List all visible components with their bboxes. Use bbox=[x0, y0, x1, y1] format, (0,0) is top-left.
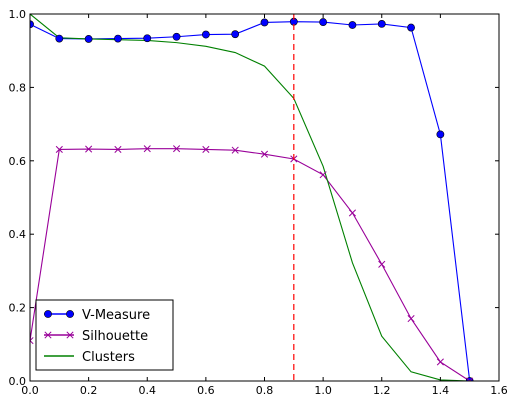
legend-entry: Silhouette bbox=[44, 329, 148, 344]
x-tick-label: 1.0 bbox=[314, 384, 332, 394]
legend-marker bbox=[44, 331, 52, 339]
data-point bbox=[260, 18, 269, 27]
series-line-clusters bbox=[30, 14, 470, 381]
data-point bbox=[55, 34, 64, 43]
x-tick-label: 0.6 bbox=[197, 384, 215, 394]
x-tick-label: 1.6 bbox=[490, 384, 508, 394]
legend-entry: Clusters bbox=[44, 350, 135, 365]
data-point bbox=[173, 145, 181, 153]
data-point bbox=[202, 145, 210, 153]
data-point bbox=[319, 171, 327, 179]
x-tick-label: 1.4 bbox=[432, 384, 450, 394]
x-tick-label: 0.0 bbox=[21, 384, 39, 394]
data-point bbox=[55, 145, 63, 153]
legend-label: V-Measure bbox=[82, 308, 150, 323]
y-tick-label: 0.2 bbox=[9, 302, 27, 315]
data-point bbox=[231, 146, 239, 154]
data-point bbox=[260, 150, 269, 158]
legend: V-Measure Silhouette Clusters bbox=[35, 299, 174, 371]
data-point bbox=[348, 21, 357, 29]
axis-ticks: 0.0 0.2 0.4 0.6 0.8 1.0 1.2 1.4 1.6 0.0 0.2 0.4 0.6 0… bbox=[9, 8, 508, 394]
data-point bbox=[377, 20, 386, 28]
data-point bbox=[30, 337, 34, 345]
data-point bbox=[407, 315, 415, 323]
data-point bbox=[172, 32, 181, 41]
y-tick-label: 1.0 bbox=[9, 8, 27, 21]
data-point bbox=[30, 20, 34, 29]
x-tick-label: 0.4 bbox=[139, 384, 157, 394]
x-tick-label: 0.8 bbox=[256, 384, 274, 394]
data-point bbox=[436, 358, 444, 366]
y-tick-label: 0.6 bbox=[9, 155, 27, 168]
data-point bbox=[201, 30, 210, 39]
legend-marker bbox=[66, 331, 74, 339]
data-point bbox=[84, 35, 93, 43]
x-tick-label: 0.2 bbox=[80, 384, 98, 394]
data-point bbox=[378, 260, 386, 268]
data-point bbox=[143, 145, 151, 153]
legend-marker bbox=[66, 310, 74, 318]
legend-marker bbox=[44, 310, 52, 318]
plot-area bbox=[30, 14, 474, 381]
data-point bbox=[319, 18, 328, 26]
legend-label: Silhouette bbox=[82, 329, 148, 344]
data-point bbox=[436, 130, 445, 139]
data-point bbox=[407, 23, 415, 32]
data-point bbox=[85, 145, 93, 153]
legend-label: Clusters bbox=[82, 350, 135, 365]
data-point bbox=[348, 209, 356, 217]
legend-entry: V-Measure bbox=[44, 308, 150, 323]
y-tick-label: 0.8 bbox=[9, 81, 27, 94]
y-tick-label: 0.0 bbox=[9, 375, 27, 388]
data-point bbox=[143, 34, 152, 43]
y-tick-label: 0.4 bbox=[9, 228, 27, 241]
x-tick-label: 1.2 bbox=[373, 384, 391, 394]
series-line-silhouette bbox=[30, 148, 470, 381]
data-point bbox=[114, 145, 122, 153]
data-point bbox=[231, 30, 240, 39]
data-point bbox=[466, 377, 474, 381]
data-point bbox=[114, 34, 122, 43]
